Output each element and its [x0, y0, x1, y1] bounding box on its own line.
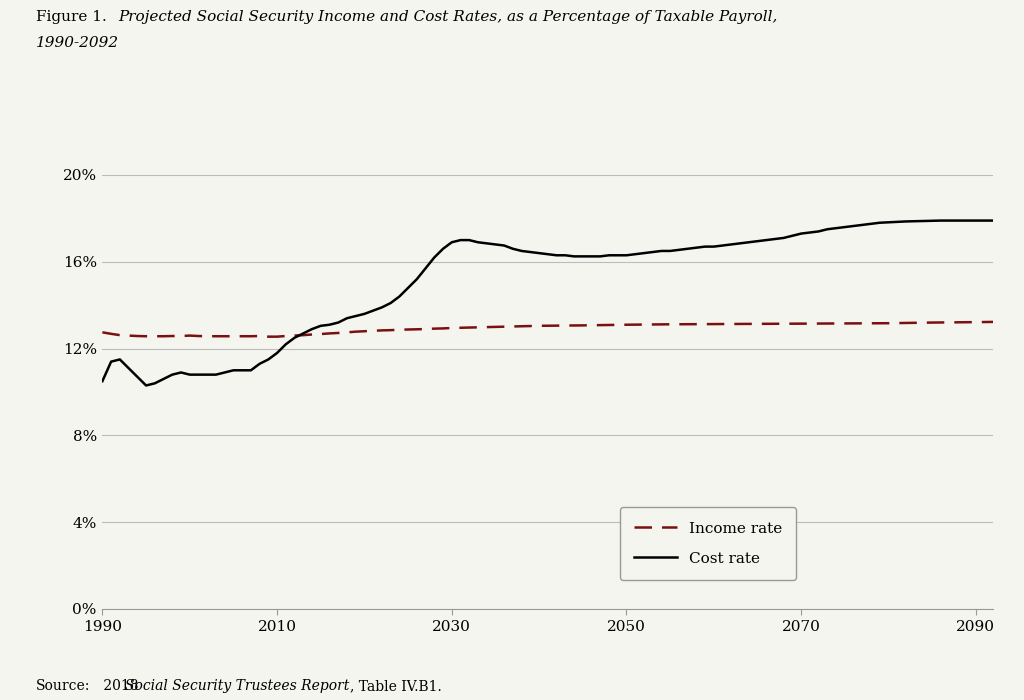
Text: Source:: Source: — [36, 679, 90, 693]
Text: 1990-2092: 1990-2092 — [36, 36, 119, 50]
Text: , Table IV.B1.: , Table IV.B1. — [350, 679, 442, 693]
Text: 2018: 2018 — [99, 679, 143, 693]
Text: Social Security Trustees Report: Social Security Trustees Report — [125, 679, 349, 693]
Legend: Income rate, Cost rate: Income rate, Cost rate — [621, 507, 796, 580]
Text: Figure 1.: Figure 1. — [36, 10, 112, 25]
Text: Projected Social Security Income and Cost Rates, as a Percentage of Taxable Payr: Projected Social Security Income and Cos… — [118, 10, 777, 25]
